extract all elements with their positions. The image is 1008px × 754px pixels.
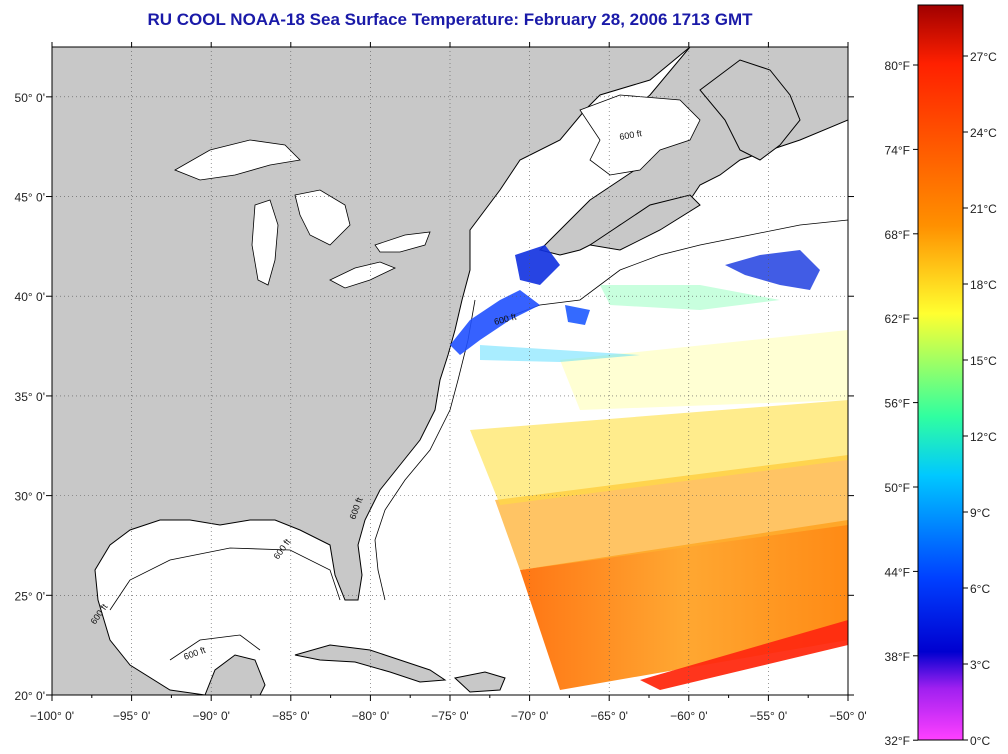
graticule xyxy=(52,47,848,695)
lat-tick-label: 25° 0' xyxy=(15,589,45,603)
lat-tick-label: 20° 0' xyxy=(15,689,45,703)
lat-tick-label: 30° 0' xyxy=(15,490,45,504)
nova-scotia-land xyxy=(588,194,701,251)
colorbar-f-label: 56°F xyxy=(885,397,910,411)
colorbar-f-label: 32°F xyxy=(885,734,910,748)
colorbar-f-label: 68°F xyxy=(885,228,910,242)
colorbar-c-label: 15°C xyxy=(970,354,997,368)
sst-cold-east xyxy=(725,250,820,290)
newfoundland-land xyxy=(699,59,801,161)
colorbar-c-labels: 27°C 24°C 21°C 18°C 15°C 12°C 9°C 6°C 3°C 0°C xyxy=(963,50,997,748)
cuba-land xyxy=(294,644,447,683)
sst-cold-coastal xyxy=(450,290,540,355)
lat-tick-label: 40° 0' xyxy=(15,290,45,304)
colorbar-f-label: 74°F xyxy=(885,143,910,157)
colorbar-f-label: 44°F xyxy=(885,565,910,579)
sst-swath-orange xyxy=(495,455,848,570)
sst-cold-georges xyxy=(565,305,590,325)
lon-axis: −100° 0' −95° 0' −90° 0' −85° 0' −80° 0' −75°… xyxy=(30,42,867,723)
lon-tick-label: −50° 0' xyxy=(829,709,866,723)
lat-tick-label: 35° 0' xyxy=(15,390,45,404)
colorbar-c-label: 12°C xyxy=(970,430,997,444)
sst-green-band xyxy=(600,285,780,310)
gulf-of-st-lawrence xyxy=(579,94,701,176)
colorbar-c-label: 3°C xyxy=(970,658,990,672)
great-lakes xyxy=(174,139,431,289)
lon-tick-label: −65° 0' xyxy=(590,709,627,723)
colorbar-f-labels: 80°F 74°F 68°F 62°F 56°F 50°F 44°F 38°F 32°F xyxy=(885,59,918,748)
lon-tick-label: −80° 0' xyxy=(352,709,389,723)
sst-swath-light xyxy=(560,330,848,410)
lon-tick-label: −60° 0' xyxy=(670,709,707,723)
lon-tick-label: −100° 0' xyxy=(30,709,74,723)
colorbar-c-label: 6°C xyxy=(970,582,990,596)
colorbar-c-label: 21°C xyxy=(970,202,997,216)
sst-swath-yellow xyxy=(470,400,848,505)
sst-swath-hot xyxy=(640,620,848,690)
colorbar-c-label: 0°C xyxy=(970,734,990,748)
yucatan-land xyxy=(204,654,266,695)
lat-axis: 20° 0' 25° 0' 30° 0' 35° 0' 40° 0' 45° 0' 50° … xyxy=(15,91,854,703)
map-title: RU COOL NOAA-18 Sea Surface Temperature:… xyxy=(147,10,753,29)
lon-tick-label: −90° 0' xyxy=(192,709,229,723)
lat-tick-label: 45° 0' xyxy=(15,191,45,205)
colorbar-f-label: 62°F xyxy=(885,312,910,326)
colorbar-f-label: 80°F xyxy=(885,59,910,73)
lon-tick-label: −85° 0' xyxy=(272,709,309,723)
colorbar-c-label: 24°C xyxy=(970,126,997,140)
lon-tick-label: −75° 0' xyxy=(431,709,468,723)
hispaniola-land xyxy=(453,671,506,693)
sst-cyan-band xyxy=(480,345,640,362)
colorbar-f-label: 38°F xyxy=(885,650,910,664)
lon-tick-label: −55° 0' xyxy=(750,709,787,723)
colorbar-f-label: 50°F xyxy=(885,481,910,495)
colorbar-c-label: 27°C xyxy=(970,50,997,64)
lon-tick-label: −95° 0' xyxy=(113,709,150,723)
north-america-land xyxy=(52,47,691,695)
colorbar xyxy=(917,4,964,741)
lon-tick-label: −70° 0' xyxy=(511,709,548,723)
colorbar-c-label: 9°C xyxy=(970,506,990,520)
colorbar-c-label: 18°C xyxy=(970,278,997,292)
isobath-label: 600 ft xyxy=(619,128,643,142)
lat-tick-label: 50° 0' xyxy=(15,91,45,105)
sst-cold-gulf-of-maine xyxy=(515,245,560,285)
isobath-lines xyxy=(109,219,848,661)
